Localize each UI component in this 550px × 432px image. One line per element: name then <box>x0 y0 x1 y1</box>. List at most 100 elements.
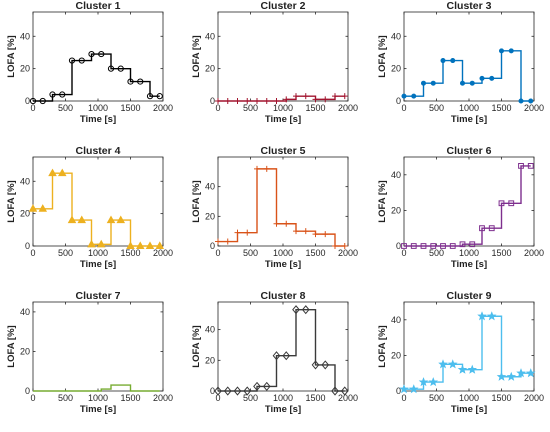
axes-box <box>217 11 349 102</box>
data-point <box>331 386 339 396</box>
data-point <box>479 75 485 81</box>
y-tick-label: 20 <box>391 350 401 360</box>
data-point <box>399 384 409 394</box>
data-point <box>48 168 57 177</box>
x-axis-label: Time [s] <box>80 404 116 415</box>
data-point <box>28 204 38 212</box>
data-point <box>156 93 163 100</box>
x-tick-label: 1500 <box>305 393 325 403</box>
data-point <box>127 78 134 85</box>
data-point <box>420 243 427 249</box>
y-tick-label: 0 <box>396 241 401 251</box>
chart-title: Cluster 8 <box>261 290 306 302</box>
x-tick-label: 1500 <box>491 248 511 258</box>
data-point <box>68 57 76 64</box>
data-point <box>292 305 300 315</box>
data-point <box>420 80 426 86</box>
x-tick-label: 1000 <box>88 393 108 403</box>
data-point <box>477 311 487 321</box>
y-tick-label: 40 <box>20 176 30 186</box>
y-tick-label: 40 <box>391 31 401 41</box>
data-point <box>135 241 145 249</box>
x-tick-label: 500 <box>429 393 444 403</box>
data-point <box>145 241 155 249</box>
y-tick-label: 20 <box>205 355 215 365</box>
subplot-3: Cluster 3 0 500 1000 1500 2000 0 20 40 Time [s] LO… <box>377 0 544 125</box>
data-point <box>96 239 106 248</box>
data-point <box>116 215 126 224</box>
y-tick-label: 40 <box>205 325 215 335</box>
data-point <box>283 96 290 103</box>
data-point <box>469 80 475 86</box>
data-point <box>312 96 319 103</box>
data-point <box>525 368 536 378</box>
x-tick-label: 1000 <box>88 103 108 113</box>
x-tick-label: 1500 <box>120 103 140 113</box>
data-point <box>244 229 251 236</box>
y-tick-label: 0 <box>25 241 30 251</box>
series-line <box>33 53 160 102</box>
data-point <box>518 163 524 169</box>
data-point <box>223 386 232 396</box>
data-point <box>498 48 504 54</box>
x-axis-label: Time [s] <box>451 404 487 415</box>
data-point <box>450 58 456 64</box>
data-point <box>39 97 46 105</box>
x-tick-label: 500 <box>243 248 258 258</box>
subplot-5: Cluster 5 0 500 1000 1500 2000 0 20 40 Time [s] LO… <box>191 145 358 270</box>
x-tick-label: 500 <box>243 393 258 403</box>
data-point <box>411 93 417 99</box>
x-tick-label: 0 <box>215 393 220 403</box>
data-point <box>117 65 124 72</box>
data-point <box>527 163 534 169</box>
data-point <box>293 93 299 100</box>
x-tick-label: 1500 <box>120 393 140 403</box>
data-point <box>59 91 66 98</box>
data-point <box>401 93 407 99</box>
data-point <box>137 78 144 85</box>
data-point <box>224 98 231 104</box>
data-point <box>67 215 77 224</box>
subplot-2: Cluster 2 0 500 1000 1500 2000 0 20 40 Time [s] LO… <box>191 0 358 125</box>
data-point <box>254 98 260 104</box>
data-point <box>126 241 135 249</box>
data-point <box>508 200 515 207</box>
data-point <box>469 241 476 248</box>
data-point <box>322 231 329 238</box>
data-point <box>106 215 116 224</box>
data-point <box>234 98 241 104</box>
data-point <box>273 220 280 227</box>
chart-title: Cluster 9 <box>447 290 492 302</box>
y-tick-label: 20 <box>20 209 30 219</box>
x-tick-label: 0 <box>215 103 220 113</box>
data-point <box>430 243 437 249</box>
y-axis-label: LOFA [%] <box>6 325 17 367</box>
data-point <box>87 239 96 248</box>
data-point <box>77 215 87 224</box>
axes-box <box>32 301 164 392</box>
y-axis-label: LOFA [%] <box>377 325 388 367</box>
data-point <box>332 243 338 249</box>
x-tick-label: 500 <box>58 393 73 403</box>
data-point <box>459 80 465 86</box>
y-tick-label: 20 <box>20 64 30 74</box>
x-tick-label: 2000 <box>338 393 358 403</box>
data-point <box>440 58 446 64</box>
series-line <box>33 384 160 392</box>
y-tick-label: 0 <box>210 386 215 396</box>
y-tick-label: 20 <box>391 205 401 215</box>
chart-title: Cluster 7 <box>76 290 121 302</box>
y-tick-label: 20 <box>205 64 215 74</box>
data-point <box>302 228 309 235</box>
data-point <box>341 243 348 249</box>
y-tick-label: 0 <box>210 96 215 106</box>
x-tick-label: 1000 <box>459 393 479 403</box>
data-point <box>78 57 85 64</box>
y-axis-label: LOFA [%] <box>6 180 17 222</box>
axes-box <box>403 11 535 102</box>
x-axis-label: Time [s] <box>265 259 301 270</box>
data-point <box>440 243 446 249</box>
data-point <box>486 311 497 321</box>
x-tick-label: 2000 <box>153 103 173 113</box>
